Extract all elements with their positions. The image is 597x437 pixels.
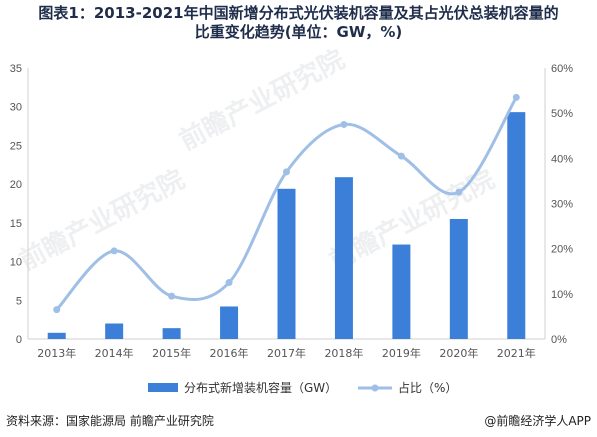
y-left-tick-label: 30 [10,102,22,114]
y-left-tick-label: 15 [10,218,22,230]
legend-label-line: 占比（%） [398,380,457,395]
line-point [340,120,348,128]
line-point [225,279,233,287]
legend-swatch-bar [148,383,178,392]
bar [334,177,353,339]
y-right-tick-label: 30% [551,199,573,211]
y-left-tick-label: 35 [10,63,22,75]
x-tick-label: 2014年 [95,346,134,360]
chart-title-line2: 比重变化趋势(单位：GW，%) [194,23,403,41]
legend-label-bar: 分布式新增装机容量（GW） [184,380,337,395]
y-left-tick-label: 5 [16,295,22,307]
bar [392,244,411,339]
y-right-tick-label: 40% [551,153,573,165]
y-right-tick-label: 0% [551,334,567,346]
x-tick-label: 2019年 [382,346,421,360]
line-point [283,168,290,176]
x-tick-label: 2015年 [152,346,191,360]
chart-title-line1: 图表1：2013-2021年中国新增分布式光伏装机容量及其占光伏总装机容量的 [38,4,559,22]
y-left-tick-label: 0 [16,334,22,346]
legend-swatch-line-marker [371,384,379,392]
x-tick-label: 2016年 [210,346,249,360]
bar [220,306,239,339]
source-note: 资料来源：国家能源局 前瞻产业研究院 [6,414,214,428]
bar [507,112,526,340]
bar [162,328,181,339]
line-point [455,188,463,196]
y-left-tick-label: 25 [10,140,22,152]
x-tick-label: 2018年 [324,346,363,360]
x-tick-label: 2013年 [37,346,76,360]
x-tick-label: 2020年 [439,346,478,360]
y-right-tick-label: 10% [551,289,573,301]
y-right-tick-label: 60% [551,63,573,75]
line-point [512,93,520,101]
line-point [168,292,176,300]
line-point [397,152,405,160]
bar [277,188,296,339]
y-left-tick-label: 20 [10,179,22,191]
x-tick-label: 2021年 [497,346,536,360]
y-right-tick-label: 20% [551,244,573,256]
bar [105,323,124,339]
credit-note: @前瞻经济学人APP [484,414,591,428]
chart-title: 图表1：2013-2021年中国新增分布式光伏装机容量及其占光伏总装机容量的 比… [0,4,597,42]
line-point [53,306,61,314]
bar [47,332,66,339]
bar [449,218,468,339]
x-tick-label: 2017年 [267,346,306,360]
line-point [110,247,118,255]
y-left-tick-label: 10 [10,257,22,269]
y-right-tick-label: 50% [551,108,573,120]
